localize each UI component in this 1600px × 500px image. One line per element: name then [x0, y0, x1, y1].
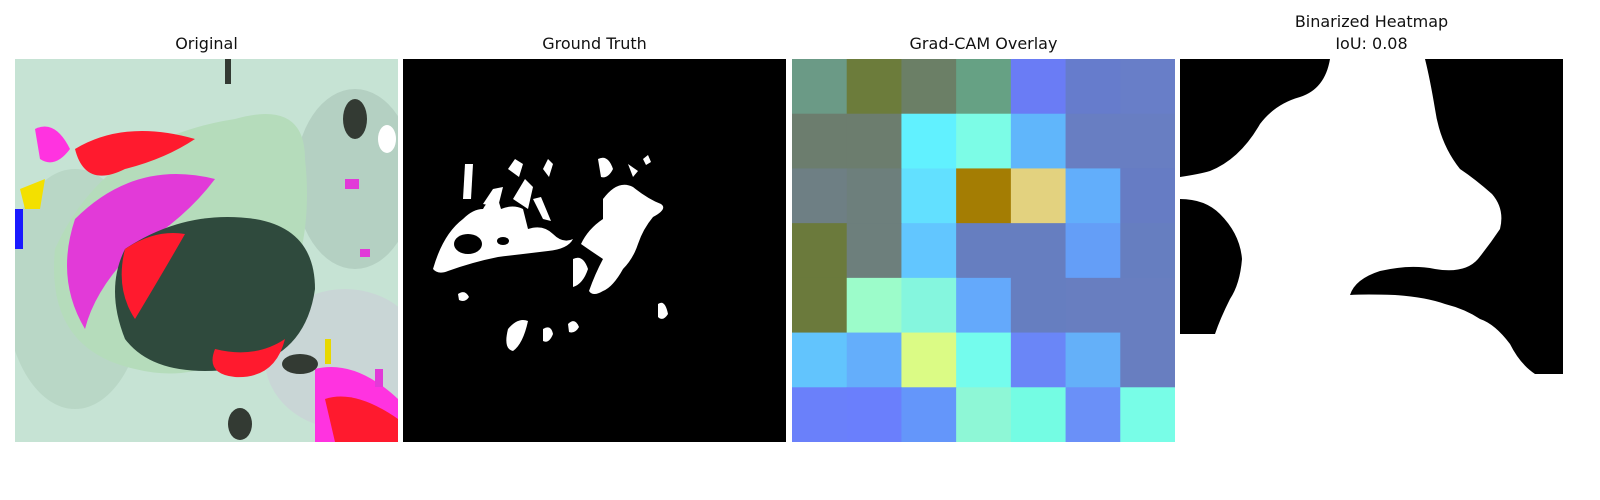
heatmap-cell — [792, 168, 848, 224]
heatmap-cell — [956, 168, 1012, 224]
heatmap-cell — [846, 168, 902, 224]
heatmap-cell — [901, 277, 957, 334]
heatmap-cell — [1120, 223, 1175, 279]
heatmap-cell — [901, 113, 957, 169]
heatmap-cell — [846, 59, 902, 115]
heatmap-cell — [792, 59, 848, 115]
heatmap-cell — [1010, 59, 1067, 115]
binarized-mask — [1180, 59, 1563, 442]
heatmap-cell — [1010, 223, 1067, 279]
heatmap-cell — [1065, 168, 1121, 224]
heatmap-cell — [956, 277, 1012, 334]
heatmap-cell — [1120, 168, 1175, 224]
heatmap-cell — [1065, 277, 1121, 334]
heatmap-cell — [792, 113, 848, 169]
heatmap-cell — [1065, 59, 1121, 115]
panel-ground-truth: Ground Truth — [403, 0, 786, 500]
heatmap-cell — [846, 387, 902, 442]
heatmap-cell — [1065, 223, 1121, 279]
panel-title: Ground Truth — [542, 34, 647, 53]
heatmap-cell — [1010, 168, 1067, 224]
heatmap-cell — [846, 223, 902, 279]
heatmap-cell — [1120, 277, 1175, 334]
iou-label: IoU: 0.08 — [1335, 34, 1408, 53]
original-leaf-image — [15, 59, 398, 442]
panel-title: Binarized Heatmap — [1294, 12, 1449, 31]
heatmap-cell — [792, 332, 848, 388]
heatmap-cell — [1010, 332, 1067, 388]
heatmap-cell — [1065, 387, 1121, 442]
heatmap-cell — [956, 387, 1012, 442]
ground-truth-mask — [403, 59, 786, 442]
heatmap-cell — [956, 332, 1012, 388]
heatmap-cell — [1010, 387, 1067, 442]
panel-title: Grad-CAM Overlay — [909, 34, 1058, 53]
heatmap-cell — [901, 332, 957, 388]
heatmap-cell — [956, 59, 1012, 115]
heatmap-cell — [1120, 59, 1175, 115]
heatmap-cell — [846, 113, 902, 169]
panel-binarized-heatmap: Binarized Heatmap IoU: 0.08 — [1180, 0, 1563, 500]
panel-title: Original — [175, 34, 238, 53]
heatmap-cell — [792, 277, 848, 334]
panel-original: Original — [15, 0, 398, 500]
heatmap-cell — [901, 387, 957, 442]
heatmap-cell — [901, 59, 957, 115]
gradcam-heatmap — [792, 59, 1175, 442]
heatmap-cell — [901, 168, 957, 224]
heatmap-cell — [846, 277, 902, 334]
heatmap-cell — [1120, 332, 1175, 388]
heatmap-cell — [1120, 387, 1175, 442]
heatmap-cell — [1065, 113, 1121, 169]
heatmap-cell — [846, 332, 902, 388]
heatmap-cell — [792, 223, 848, 279]
heatmap-cell — [1065, 332, 1121, 388]
heatmap-cell — [792, 387, 848, 442]
heatmap-cell — [1120, 113, 1175, 169]
heatmap-cell — [901, 223, 957, 279]
heatmap-cell — [1010, 277, 1067, 334]
heatmap-cell — [956, 113, 1012, 169]
heatmap-cell — [1010, 113, 1067, 169]
heatmap-cell — [956, 223, 1012, 279]
panel-gradcam-overlay: Grad-CAM Overlay — [792, 0, 1175, 500]
